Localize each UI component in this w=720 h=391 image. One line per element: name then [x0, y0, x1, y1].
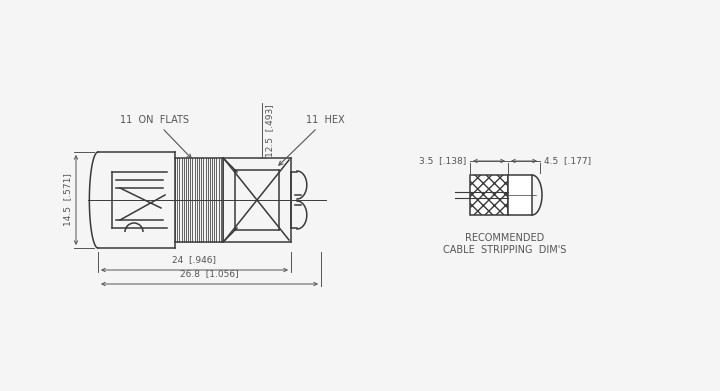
Text: 12.5  [.493]: 12.5 [.493]: [265, 105, 274, 157]
Text: 24  [.946]: 24 [.946]: [173, 255, 217, 264]
Text: RECOMMENDED: RECOMMENDED: [465, 233, 544, 243]
Text: 3.5  [.138]: 3.5 [.138]: [419, 156, 466, 165]
Text: 14.5  [.571]: 14.5 [.571]: [63, 174, 72, 226]
Text: 26.8  [1.056]: 26.8 [1.056]: [180, 269, 239, 278]
Text: 4.5  [.177]: 4.5 [.177]: [544, 156, 591, 165]
Bar: [470, 175, 508, 215]
Bar: [508, 175, 532, 215]
Text: 11  ON  FLATS: 11 ON FLATS: [120, 115, 192, 158]
Text: 11  HEX: 11 HEX: [279, 115, 345, 165]
Text: CABLE  STRIPPING  DIM'S: CABLE STRIPPING DIM'S: [444, 245, 567, 255]
